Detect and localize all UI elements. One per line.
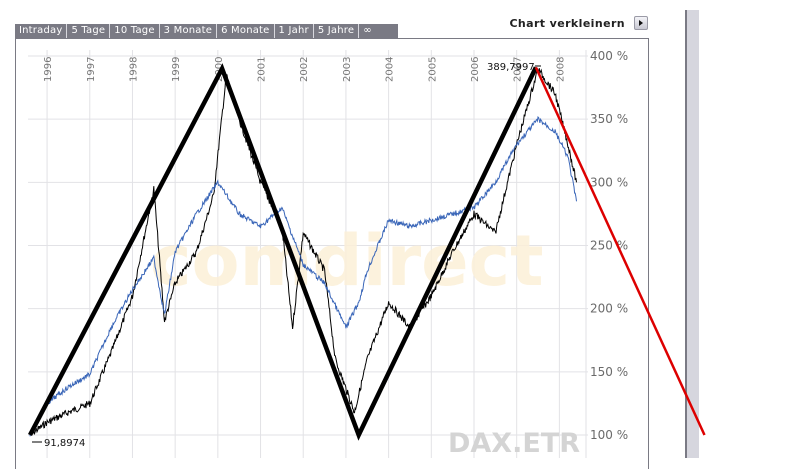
tab-1-jahr[interactable]: 1 Jahr [275,24,314,38]
svg-text:2003: 2003 [342,57,353,82]
tab-5-jahre[interactable]: 5 Jahre [314,24,360,38]
tab-max[interactable]: ∞ [363,25,372,36]
tab-10-tage[interactable]: 10 Tage [110,24,160,38]
svg-text:250 %: 250 % [590,239,628,253]
svg-text:350 %: 350 % [590,112,628,126]
svg-text:389,7997: 389,7997 [487,62,535,73]
chart-series [28,63,706,441]
series-prognose [534,66,706,436]
svg-text:2007: 2007 [513,57,524,82]
arrow-right-icon[interactable] [634,16,648,30]
price-chart: comdirect DAX.ETR 100 % 150 % 200 % 250 % 30… [28,49,706,458]
tab-intraday[interactable]: Intraday [15,24,68,38]
svg-text:2001: 2001 [257,57,268,82]
svg-text:2002: 2002 [299,57,310,82]
chart-frame [15,38,649,469]
series-dax.etr [29,68,577,436]
series-trendlinie [28,63,538,441]
watermark: comdirect [150,220,544,302]
svg-text:150 %: 150 % [590,365,628,379]
svg-text:400 %: 400 % [590,49,628,63]
svg-text:2005: 2005 [427,57,438,82]
svg-text:200 %: 200 % [590,302,628,316]
svg-text:1997: 1997 [86,57,97,82]
svg-text:1996: 1996 [43,57,54,82]
timeframe-tabbar: Intraday 5 Tage 10 Tage 3 Monate 6 Monat… [15,24,398,38]
low-annotation: 91,8974 [32,438,85,449]
svg-text:2006: 2006 [470,57,481,82]
svg-text:100 %: 100 % [590,428,628,442]
svg-text:2004: 2004 [385,57,396,82]
page-scroll-divider [685,10,699,458]
y-axis: 100 % 150 % 200 % 250 % 300 % 350 % 400 % [590,49,628,442]
chart-size-toggle[interactable]: Chart verkleinern [509,16,648,30]
svg-text:91,8974: 91,8974 [44,438,85,449]
tab-6-monate[interactable]: 6 Monate [217,24,275,38]
series-vergleich [29,115,577,437]
tab-5-tage[interactable]: 5 Tage [67,24,111,38]
instrument-label: DAX.ETR [448,428,580,458]
tab-3-monate[interactable]: 3 Monate [160,24,218,38]
high-annotation: 389,7997 [487,62,541,73]
svg-text:2008: 2008 [555,57,566,82]
svg-text:1998: 1998 [128,57,139,82]
chart-verkleinern-label[interactable]: Chart verkleinern [509,16,625,30]
svg-text:1999: 1999 [171,57,182,82]
svg-text:300 %: 300 % [590,175,628,189]
